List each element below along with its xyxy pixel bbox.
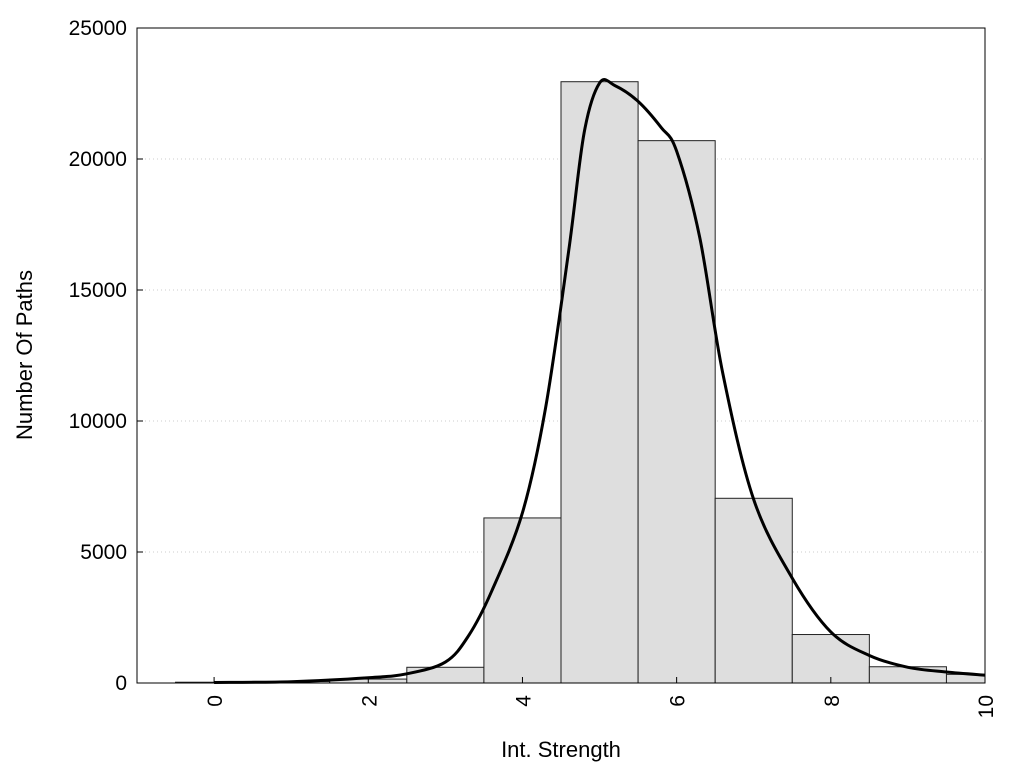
histogram-bar <box>406 666 485 684</box>
axis-ticks: 0 5000 10000 15000 20000 25000 0 2 4 6 8 10 <box>69 17 998 718</box>
y-tick-label: 0 <box>115 672 127 695</box>
x-tick-label: 0 <box>204 695 227 707</box>
x-tick-label: 10 <box>975 695 998 718</box>
y-tick-label: 15000 <box>69 279 127 302</box>
x-tick-label: 8 <box>821 695 844 707</box>
histogram-bar <box>714 497 793 684</box>
density-curve-layer <box>214 78 986 684</box>
histogram-bar <box>868 666 947 684</box>
y-tick-label: 20000 <box>69 148 127 171</box>
x-tick-label: 4 <box>512 695 535 707</box>
histogram-bar <box>791 634 870 684</box>
y-tick-label: 5000 <box>80 541 127 564</box>
histogram-bar <box>483 517 562 684</box>
histogram-bar <box>637 140 716 684</box>
histogram-bar <box>560 81 639 684</box>
y-axis-title: Number Of Paths <box>12 270 37 440</box>
x-tick-label: 2 <box>358 695 381 707</box>
plot-frame <box>136 27 986 684</box>
y-tick-label: 10000 <box>69 410 127 433</box>
y-tick-label: 25000 <box>69 17 127 40</box>
x-axis-title: Int. Strength <box>501 737 621 762</box>
density-curve <box>214 78 986 684</box>
bars <box>175 81 986 684</box>
x-tick-label: 6 <box>667 695 690 707</box>
